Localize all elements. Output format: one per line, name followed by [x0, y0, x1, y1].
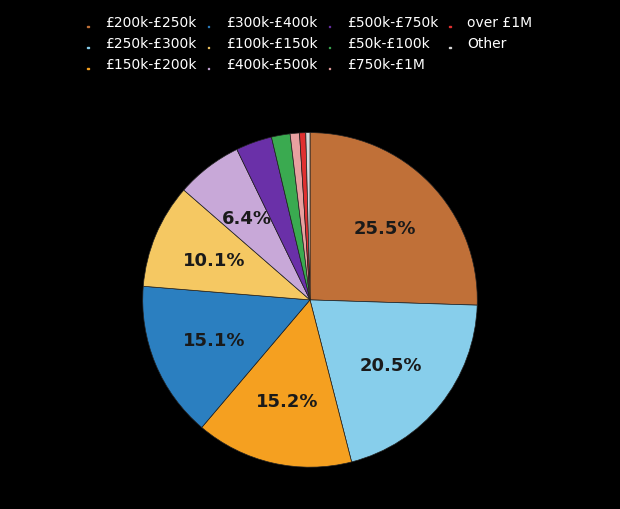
Wedge shape	[310, 133, 477, 305]
Text: 25.5%: 25.5%	[353, 219, 416, 237]
Wedge shape	[143, 287, 310, 428]
Wedge shape	[310, 300, 477, 462]
Text: 6.4%: 6.4%	[222, 209, 272, 227]
Text: 20.5%: 20.5%	[360, 356, 422, 374]
Wedge shape	[143, 191, 310, 300]
Wedge shape	[237, 138, 310, 300]
Legend: £200k-£250k, £250k-£300k, £150k-£200k, £300k-£400k, £100k-£150k, £400k-£500k, £5: £200k-£250k, £250k-£300k, £150k-£200k, £…	[83, 12, 537, 76]
Wedge shape	[184, 150, 310, 300]
Text: 10.1%: 10.1%	[183, 251, 246, 269]
Text: 15.1%: 15.1%	[183, 331, 246, 349]
Wedge shape	[306, 133, 310, 300]
Wedge shape	[202, 300, 352, 467]
Wedge shape	[290, 134, 310, 300]
Text: 15.2%: 15.2%	[255, 392, 318, 410]
Wedge shape	[272, 134, 310, 300]
Wedge shape	[299, 133, 310, 300]
